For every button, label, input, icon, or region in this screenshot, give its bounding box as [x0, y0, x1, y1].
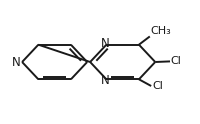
Text: N: N — [100, 37, 109, 50]
Text: N: N — [11, 56, 20, 68]
Text: Cl: Cl — [171, 56, 182, 66]
Text: N: N — [100, 74, 109, 87]
Text: CH₃: CH₃ — [151, 26, 171, 36]
Text: Cl: Cl — [152, 81, 163, 91]
